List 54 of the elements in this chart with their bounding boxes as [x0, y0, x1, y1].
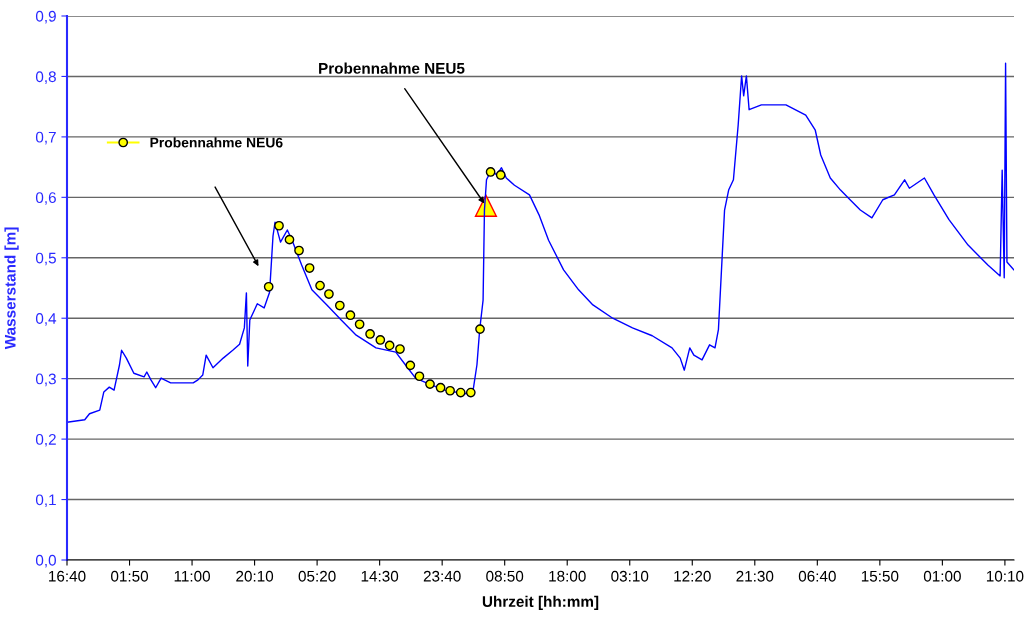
- point: [375, 335, 386, 345]
- point: [425, 379, 435, 389]
- y-tick-label: 0,9: [35, 10, 56, 24]
- x-tick-label: 06:40: [798, 570, 836, 582]
- point: [455, 387, 466, 398]
- x-tick-label: 14:30: [361, 570, 399, 582]
- y-tick-label: 0,4: [35, 313, 57, 326]
- point: [274, 220, 284, 231]
- point: [345, 310, 356, 321]
- x-tick-label: 23:40: [423, 570, 461, 582]
- point: [465, 387, 476, 398]
- y-tick-label: 0,5: [35, 252, 56, 266]
- point: [435, 382, 446, 393]
- point: [263, 281, 274, 292]
- y-axis-title: Wasserstand [m]: [4, 227, 19, 350]
- y-tick-label: 0,2: [35, 433, 56, 447]
- point: [414, 371, 425, 382]
- point: [405, 360, 416, 371]
- point: [334, 300, 345, 311]
- x-tick-label: 12:20: [674, 570, 711, 582]
- y-tick-label: 0,8: [35, 71, 56, 84]
- y-tick-label: 0,6: [35, 192, 56, 205]
- y-tick-label: 0,0: [35, 554, 56, 568]
- point: [495, 170, 506, 180]
- y-tick-label: 0,1: [35, 494, 56, 508]
- point: [365, 329, 375, 339]
- x-tick-label: 01:00: [923, 570, 961, 582]
- x-axis-title: Uhrzeit [hh:mm]: [482, 595, 599, 611]
- point: [354, 319, 365, 330]
- legend-label: Probennahme NEU6: [150, 137, 283, 148]
- annotation: Probennahme NEU5: [319, 62, 465, 74]
- x-tick-label: 20:10: [236, 570, 274, 582]
- x-tick-label: 11:00: [174, 570, 211, 582]
- point: [384, 340, 395, 351]
- point: [445, 385, 455, 396]
- y-tick-label: 0,3: [35, 373, 56, 387]
- point: [475, 324, 485, 334]
- y-tick-label: 0,7: [35, 131, 56, 145]
- x-tick-label: 01:50: [111, 570, 149, 582]
- point: [485, 167, 496, 177]
- x-tick-label: 16:40: [49, 570, 86, 582]
- point: [324, 289, 334, 299]
- point: [304, 263, 315, 273]
- x-tick-label: 08:50: [486, 570, 524, 582]
- point: [284, 234, 295, 245]
- x-tick-label: 15:50: [861, 570, 899, 582]
- x-tick-label: 21:30: [736, 570, 774, 582]
- point: [294, 245, 304, 256]
- x-tick-label: 18:00: [549, 570, 586, 582]
- point: [395, 344, 405, 354]
- point: [315, 280, 325, 291]
- x-tick-label: 10:10: [986, 570, 1024, 582]
- x-tick-label: 03:10: [611, 570, 649, 582]
- x-tick-label: 05:20: [298, 570, 336, 582]
